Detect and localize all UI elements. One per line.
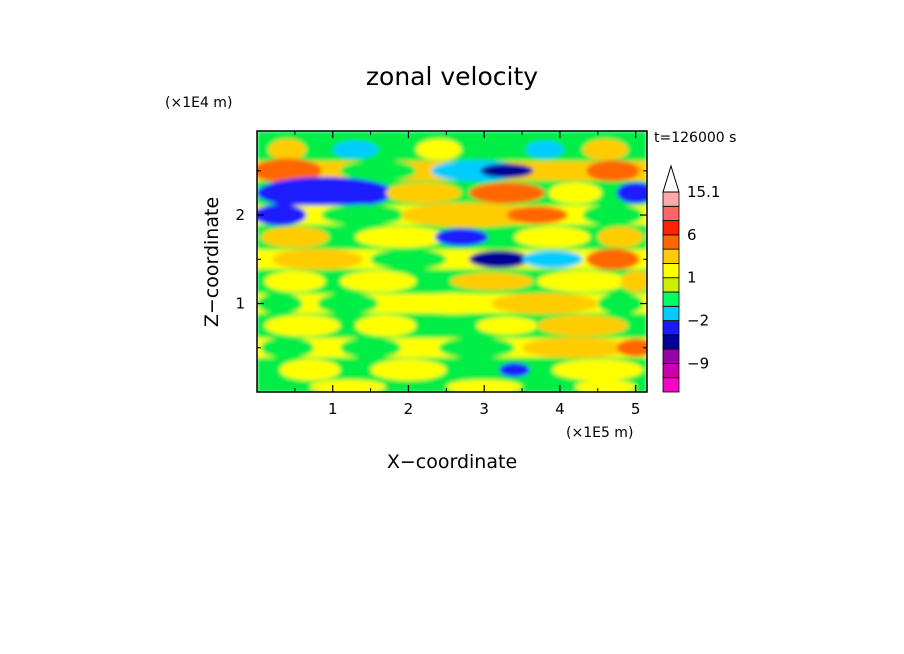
y-scale-note: (×1E4 m) xyxy=(165,95,232,111)
colorbar-cell xyxy=(662,277,680,293)
x-tick-label: 4 xyxy=(555,400,565,418)
y-tick-label: 2 xyxy=(235,206,245,224)
field-blob xyxy=(586,160,640,182)
field-blob xyxy=(506,206,568,224)
colorbar-cell xyxy=(662,334,680,350)
field-blob xyxy=(370,359,447,381)
colorbar: 15.1 6 1 −2 −9 xyxy=(662,164,720,393)
field-blob xyxy=(264,270,326,293)
field-blob xyxy=(257,292,303,315)
colorbar-label: −2 xyxy=(687,312,709,330)
field-blob xyxy=(416,138,462,161)
colorbar-label: −9 xyxy=(687,354,709,372)
field-blob xyxy=(616,338,647,357)
field-blob xyxy=(260,337,314,359)
colorbar-cell xyxy=(662,220,680,236)
colorbar-cell xyxy=(662,234,680,250)
colorbar-label: 15.1 xyxy=(687,183,720,201)
field-blob xyxy=(332,140,379,159)
field-blob xyxy=(616,182,647,204)
field-blob xyxy=(620,270,647,293)
field-blob xyxy=(268,138,307,161)
field-blob xyxy=(537,270,629,293)
y-tick-label: 1 xyxy=(235,295,245,313)
y-axis: 12 xyxy=(235,170,647,349)
field-blob xyxy=(499,362,530,377)
y-axis-label: Z−coordinate xyxy=(201,197,223,327)
colorbar-cell xyxy=(662,377,680,393)
chart-title: zonal velocity xyxy=(366,62,538,91)
field-blob xyxy=(321,204,405,226)
field-blob xyxy=(340,270,417,293)
x-axis-label: X−coordinate xyxy=(387,451,517,473)
field-blob xyxy=(257,158,322,184)
colorbar-cell xyxy=(662,291,680,307)
x-tick-label: 2 xyxy=(404,400,414,418)
colorbar-cell xyxy=(662,348,680,364)
colorbar-cell xyxy=(662,205,680,221)
field-blob xyxy=(340,337,401,359)
field-blob xyxy=(450,272,534,291)
colorbar-cell xyxy=(662,191,680,207)
field-blob xyxy=(597,226,644,248)
colorbar-cell xyxy=(662,248,680,264)
colorbar-cell xyxy=(662,263,680,279)
field-blob xyxy=(514,226,591,248)
field-blob xyxy=(522,250,583,269)
colorbar-cell xyxy=(662,305,680,321)
field-blob xyxy=(438,337,515,359)
field-blob xyxy=(480,163,534,178)
field-blob xyxy=(317,292,379,315)
x-axis: 1 2 3 4 5 xyxy=(294,131,641,418)
field-blob xyxy=(355,315,417,337)
field-blob xyxy=(310,379,386,392)
field-blob xyxy=(525,140,564,159)
field-band xyxy=(257,360,647,380)
field-blob xyxy=(575,379,636,392)
field-blob xyxy=(469,182,545,204)
field-blob xyxy=(582,138,629,161)
colorbar-cell xyxy=(662,363,680,379)
field-blob xyxy=(476,316,538,335)
field-blob xyxy=(257,204,307,226)
field-blob xyxy=(257,177,394,209)
field-blob xyxy=(522,337,629,359)
colorbar-label: 1 xyxy=(687,269,697,287)
colorbar-label: 6 xyxy=(687,226,697,244)
field-blob xyxy=(469,250,530,269)
field-blob xyxy=(491,292,598,315)
field-blob xyxy=(400,202,538,228)
field-blob xyxy=(412,292,496,315)
field-blob xyxy=(370,248,447,270)
field-blob xyxy=(597,292,644,315)
field-blob xyxy=(340,160,417,182)
field-blob xyxy=(434,228,488,247)
field-blob xyxy=(279,359,341,381)
field-blob xyxy=(264,315,341,337)
x-scale-note: (×1E5 m) xyxy=(566,425,633,441)
time-label: t=126000 s xyxy=(654,130,736,146)
field-blob xyxy=(548,182,602,204)
contour-field xyxy=(257,131,647,392)
x-tick-label: 5 xyxy=(631,400,641,418)
field-blob xyxy=(586,248,640,270)
field-blob xyxy=(552,359,644,381)
x-tick-label: 3 xyxy=(479,400,489,418)
plot-frame xyxy=(256,130,648,393)
x-tick-label: 1 xyxy=(328,400,338,418)
field-blob xyxy=(537,315,629,337)
field-blob xyxy=(260,226,329,248)
field-blob xyxy=(272,248,364,270)
field-blob xyxy=(385,182,462,204)
field-blob xyxy=(355,226,447,248)
colorbar-extend-arrow xyxy=(662,164,680,193)
colorbar-cell xyxy=(662,320,680,336)
field-blob xyxy=(582,204,644,226)
